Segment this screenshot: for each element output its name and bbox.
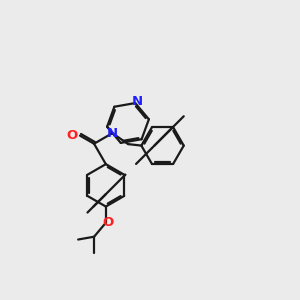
Text: O: O: [66, 129, 78, 142]
Text: N: N: [131, 95, 142, 108]
Text: O: O: [102, 216, 113, 229]
Text: N: N: [107, 127, 118, 140]
